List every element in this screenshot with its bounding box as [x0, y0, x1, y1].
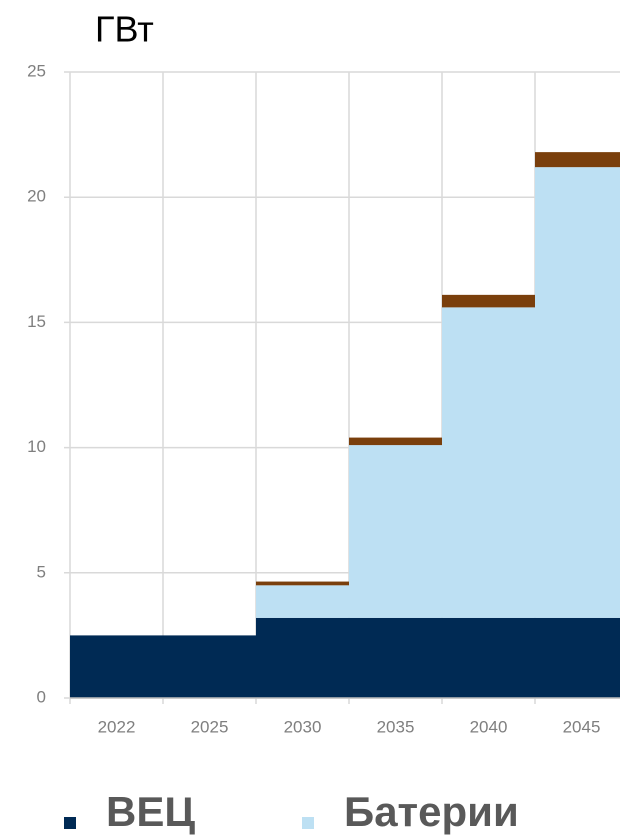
- x-tick-label: 2035: [377, 717, 415, 736]
- y-tick-label: 10: [27, 437, 46, 456]
- bar-segment: [256, 581, 349, 586]
- bar-segment: [349, 445, 442, 618]
- bar-segment: [442, 617, 535, 698]
- x-tick-label: 2045: [563, 717, 601, 736]
- y-tick-label: 0: [37, 687, 46, 706]
- y-tick-label: 20: [27, 187, 46, 206]
- x-tick-label: 2040: [470, 717, 508, 736]
- legend-swatch: [302, 817, 314, 829]
- bar-segment: [349, 617, 442, 698]
- bar-segment: [256, 617, 349, 698]
- y-tick-label: 25: [27, 61, 46, 80]
- bar-segment: [349, 437, 442, 446]
- x-tick-label: 2022: [98, 717, 136, 736]
- bar-segment: [535, 152, 620, 168]
- bar-segment: [442, 294, 535, 308]
- bar-segment: [535, 617, 620, 698]
- y-tick-label: 15: [27, 312, 46, 331]
- bar-segment: [163, 635, 256, 698]
- bar-segment: [535, 167, 620, 618]
- bar-segment: [442, 307, 535, 618]
- legend-label: ВЕЦ: [106, 788, 195, 835]
- bar-segment: [70, 635, 163, 698]
- legend-swatch: [64, 817, 76, 829]
- y-tick-label: 5: [37, 562, 46, 581]
- x-tick-label: 2030: [284, 717, 322, 736]
- legend-label: Батерии: [344, 788, 519, 835]
- y-axis-label: ГВт: [95, 9, 154, 50]
- bar-segment: [256, 585, 349, 618]
- x-tick-label: 2025: [191, 717, 229, 736]
